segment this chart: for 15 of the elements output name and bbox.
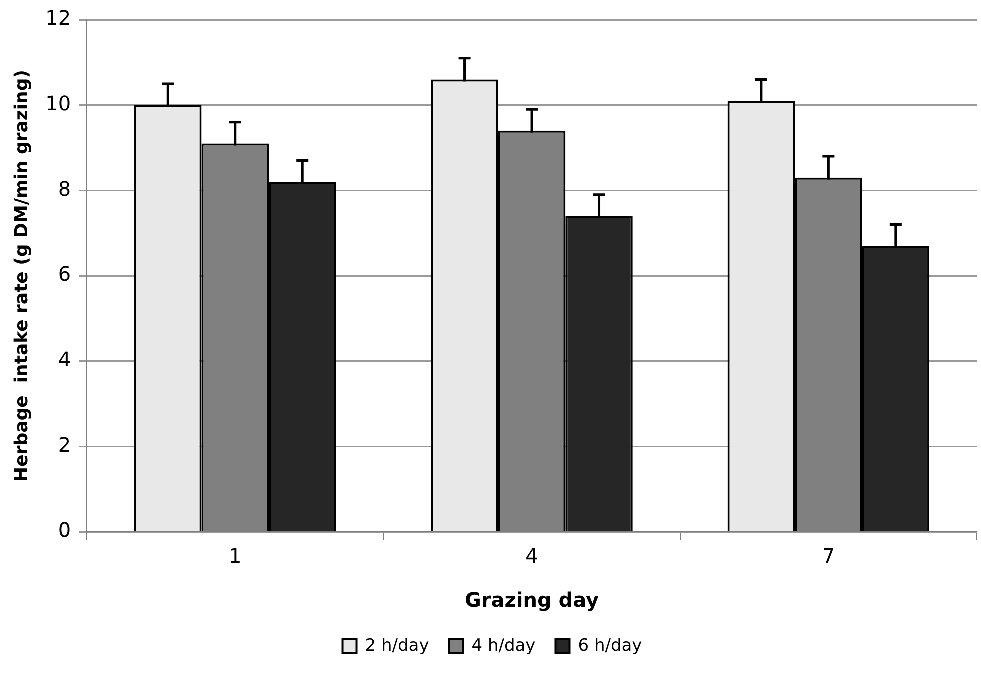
y-tick-label: 8 xyxy=(58,176,72,201)
y-tick-label: 10 xyxy=(46,92,72,116)
x-tick-label: 7 xyxy=(822,544,836,568)
y-tick-label: 6 xyxy=(58,262,72,286)
x-tick-label: 4 xyxy=(526,544,538,568)
legend-label: 2 h/day xyxy=(365,636,430,656)
y-tick-label: 0 xyxy=(58,518,72,542)
legend-label: 6 h/day xyxy=(578,636,642,656)
legend-label: 4 h/day xyxy=(472,636,536,656)
y-axis-title: Herbage intake rate (g DM/min grazing) xyxy=(11,70,32,482)
y-tick-label: 4 xyxy=(58,348,72,372)
y-tick-label: 12 xyxy=(46,6,72,30)
x-tick-label: 1 xyxy=(229,544,242,568)
y-tick-label: 2 xyxy=(58,432,72,457)
x-axis-title: Grazing day xyxy=(465,588,600,612)
